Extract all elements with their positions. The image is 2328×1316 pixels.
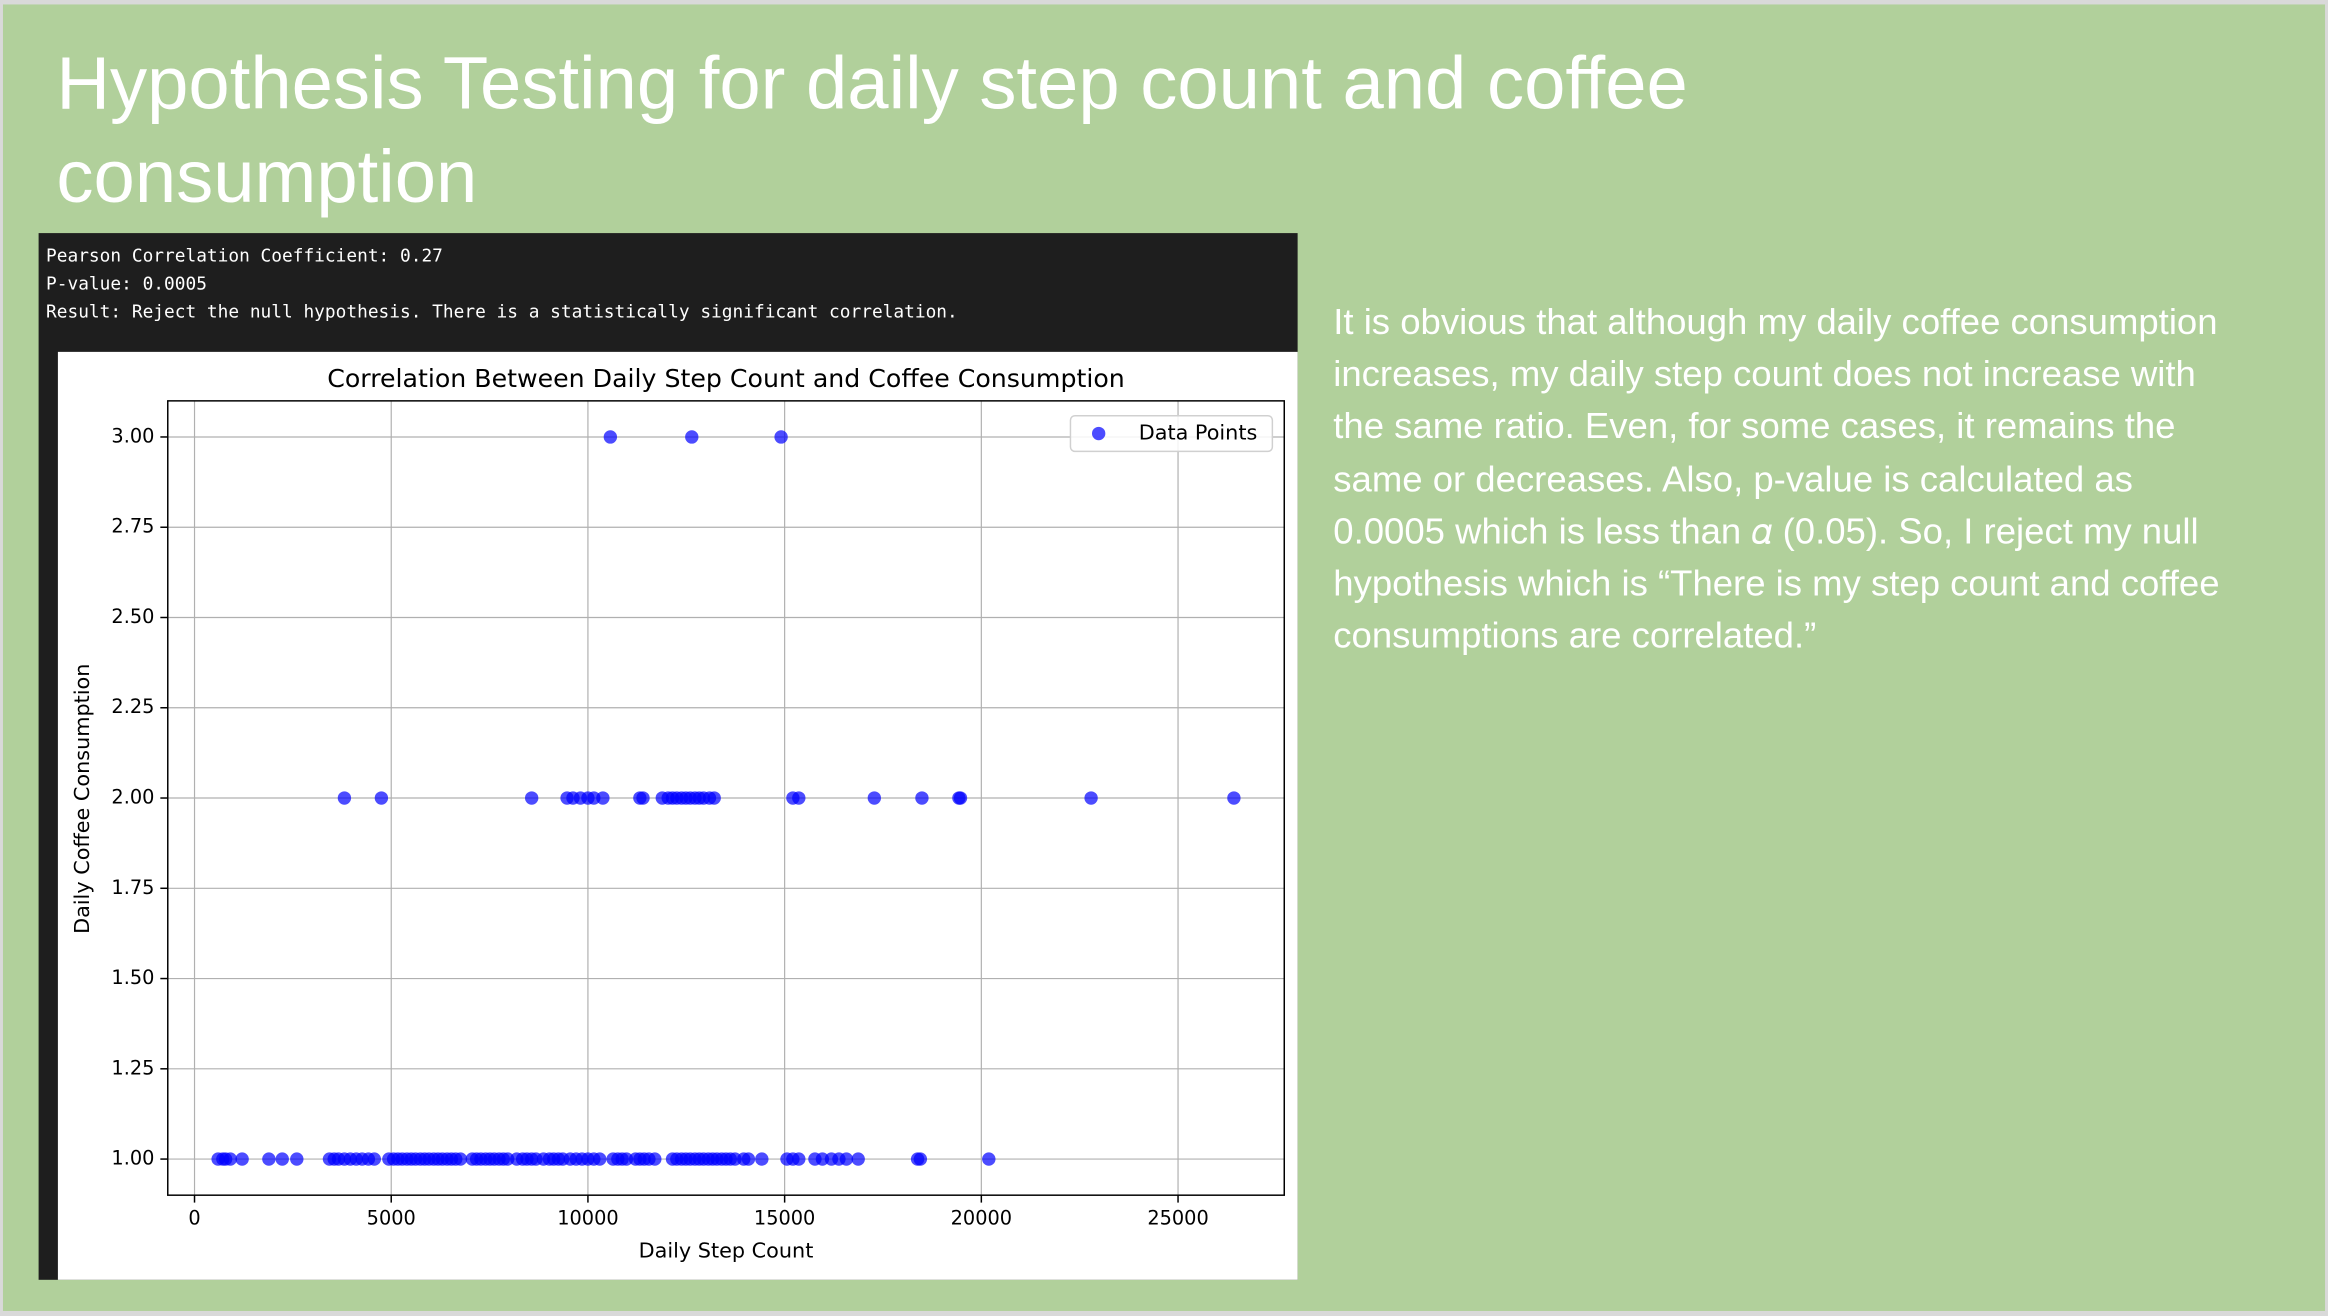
data-point bbox=[596, 791, 610, 805]
data-point bbox=[235, 1152, 249, 1166]
data-point bbox=[851, 1152, 865, 1166]
data-point bbox=[982, 1152, 996, 1166]
x-tick-label: 0 bbox=[188, 1206, 200, 1229]
chart-title: Correlation Between Daily Step Count and… bbox=[327, 364, 1125, 393]
x-tick-label: 20000 bbox=[951, 1206, 1012, 1229]
console-line: Pearson Correlation Coefficient: 0.27 bbox=[46, 244, 443, 266]
data-point bbox=[913, 1152, 928, 1166]
data-point bbox=[453, 1152, 468, 1166]
console-output: Pearson Correlation Coefficient: 0.27 P-… bbox=[38, 233, 1298, 1280]
y-tick-label: 3.00 bbox=[111, 424, 154, 447]
y-tick-label: 1.00 bbox=[111, 1147, 154, 1170]
legend-marker bbox=[1091, 426, 1106, 441]
chart: Correlation Between Daily Step Count and… bbox=[57, 351, 1298, 1280]
data-point bbox=[636, 791, 650, 805]
data-point bbox=[223, 1152, 238, 1166]
y-tick-label: 2.00 bbox=[111, 786, 154, 809]
data-point bbox=[707, 791, 721, 805]
x-axis-label: Daily Step Count bbox=[639, 1239, 814, 1263]
data-point bbox=[262, 1152, 276, 1166]
data-point bbox=[648, 1152, 662, 1166]
y-tick-label: 2.75 bbox=[111, 515, 154, 538]
y-tick-label: 2.50 bbox=[111, 605, 154, 628]
data-point bbox=[275, 1152, 289, 1166]
legend-label: Data Points bbox=[1139, 421, 1258, 445]
data-point bbox=[290, 1152, 304, 1166]
data-point bbox=[593, 1152, 607, 1166]
data-point bbox=[867, 791, 882, 805]
data-point bbox=[792, 1152, 806, 1166]
y-tick-label: 1.25 bbox=[111, 1056, 154, 1079]
data-point bbox=[741, 1152, 756, 1166]
data-point bbox=[367, 1152, 381, 1166]
legend-box bbox=[1069, 414, 1274, 453]
data-point bbox=[337, 791, 352, 805]
slide: Hypothesis Testing for daily step count … bbox=[2, 4, 2326, 1311]
console-line: Result: Reject the null hypothesis. Ther… bbox=[46, 301, 958, 323]
y-axis-label: Daily Coffee Consumption bbox=[70, 664, 94, 934]
plot-frame bbox=[167, 400, 1286, 1196]
data-point bbox=[524, 791, 539, 805]
data-point bbox=[374, 791, 389, 805]
y-tick-label: 1.50 bbox=[111, 966, 154, 989]
data-point bbox=[953, 791, 968, 805]
data-point bbox=[1084, 791, 1098, 805]
x-tick-label: 10000 bbox=[557, 1206, 618, 1229]
body-text: It is obvious that although my daily cof… bbox=[1333, 302, 2220, 657]
x-tick-label: 5000 bbox=[367, 1206, 416, 1229]
data-point bbox=[755, 1152, 769, 1166]
data-point bbox=[774, 430, 788, 444]
x-tick-label: 25000 bbox=[1147, 1206, 1208, 1229]
slide-title: Hypothesis Testing for daily step count … bbox=[56, 41, 1688, 219]
data-point bbox=[915, 791, 929, 805]
data-point bbox=[792, 791, 806, 805]
data-point bbox=[603, 430, 618, 444]
x-tick-label: 15000 bbox=[754, 1206, 815, 1229]
data-point bbox=[685, 430, 699, 444]
data-point bbox=[1227, 791, 1241, 805]
data-point bbox=[839, 1152, 854, 1166]
y-tick-label: 2.25 bbox=[111, 695, 154, 718]
console-line: P-value: 0.0005 bbox=[46, 273, 207, 294]
y-tick-label: 1.75 bbox=[111, 876, 154, 899]
